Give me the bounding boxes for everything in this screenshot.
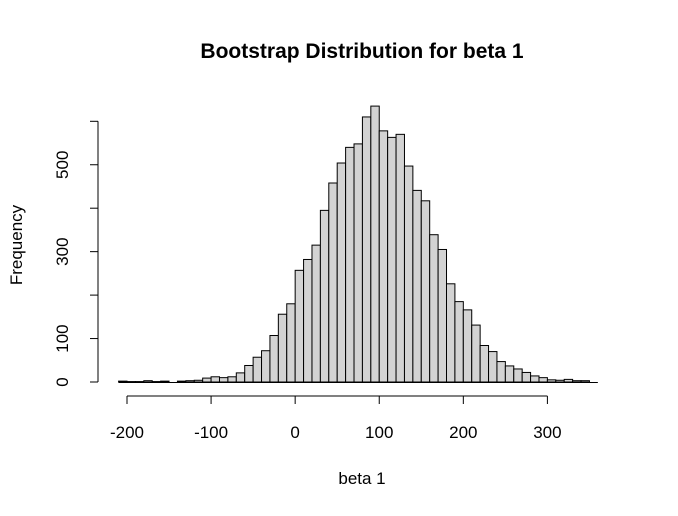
histogram-bar [370,105,380,383]
x-tick-label: 300 [533,423,561,442]
y-axis-label: Frequency [7,204,26,285]
histogram-bar [143,380,153,383]
x-tick-label: -100 [194,423,228,442]
histogram-bar [185,380,195,383]
histogram-bar [303,258,313,383]
histogram-bar [252,356,263,383]
histogram-bar [454,301,464,383]
histogram-bar [488,351,498,383]
histogram-bar [210,376,220,383]
y-tick-label: 500 [53,151,72,179]
histogram-bar [437,248,448,383]
histogram-bar [504,365,515,383]
histogram-bar [378,130,389,383]
histogram-bar [387,136,397,383]
x-axis-label: beta 1 [338,469,385,488]
x-tick-label: 0 [290,423,299,442]
histogram-bar [118,380,128,383]
histogram-bar [244,364,254,383]
histogram-bar [479,345,490,383]
histogram-bar [530,375,540,383]
histogram-bar [546,379,557,383]
y-tick-label: 300 [53,237,72,265]
histogram-bar [311,244,321,383]
y-tick-label: 100 [53,324,72,352]
y-axis: 0 100 300 500 [53,120,99,387]
histogram-bar [361,116,372,383]
histogram-bar [277,313,288,383]
histogram-bars [118,105,598,383]
histogram-bar [462,309,473,383]
histogram-bar [496,361,506,383]
histogram-bar [580,380,590,383]
histogram-bar [572,380,582,383]
histogram-bar [193,379,204,383]
histogram-bar [235,372,246,383]
y-tick-label: 0 [53,377,72,386]
histogram-bar [521,371,532,383]
histogram-bar [336,162,347,383]
histogram-bar [353,143,363,383]
x-tick-label: 100 [365,423,393,442]
histogram-bar [160,380,170,383]
histogram-bar [218,377,229,383]
histogram-bar [261,350,271,383]
x-tick-label: -200 [110,423,144,442]
histogram-bar [319,209,330,383]
chart-title: Bootstrap Distribution for beta 1 [200,40,523,63]
histogram-bar [286,303,296,383]
histogram-bar [563,378,574,383]
x-axis: -200 -100 0 100 200 300 [110,395,562,442]
histogram-bar [269,335,279,383]
histogram-bar [555,379,565,383]
histogram-bar [513,368,523,383]
histogram-bar [538,377,548,383]
histogram-bar [471,324,481,383]
x-tick-label: 200 [449,423,477,442]
histogram-bar [345,146,355,383]
histogram-bar [227,376,237,383]
histogram-bar [420,200,431,383]
histogram-bar [412,189,422,383]
histogram-bar [403,165,414,383]
histogram-bar [294,269,305,383]
histogram-bar [176,380,187,383]
histogram-bar [429,234,439,383]
histogram-bar [395,133,405,383]
histogram-bar [328,182,338,383]
histogram-bar [202,377,212,383]
histogram-bar [446,283,456,383]
